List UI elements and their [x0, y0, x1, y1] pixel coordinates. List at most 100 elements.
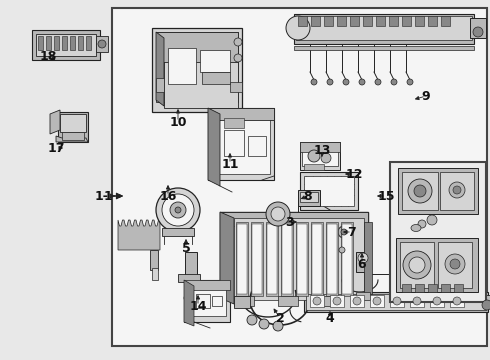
Bar	[350, 295, 364, 307]
Bar	[281, 222, 293, 296]
Bar	[185, 252, 197, 280]
Bar	[178, 274, 200, 282]
Circle shape	[418, 220, 426, 228]
Circle shape	[482, 300, 490, 310]
Bar	[298, 16, 307, 26]
Bar	[267, 224, 277, 294]
Circle shape	[247, 315, 257, 325]
Bar	[234, 296, 254, 306]
Bar	[220, 212, 368, 298]
Bar	[311, 222, 323, 296]
Circle shape	[408, 179, 432, 203]
Bar	[224, 118, 244, 128]
Bar	[70, 36, 75, 50]
Bar	[168, 48, 196, 84]
Bar	[200, 50, 230, 72]
Bar	[390, 295, 404, 307]
Bar	[38, 36, 43, 50]
Bar	[312, 224, 322, 294]
Bar	[450, 295, 464, 307]
Bar	[310, 295, 324, 307]
Text: 9: 9	[422, 90, 430, 103]
Bar	[327, 224, 337, 294]
Circle shape	[409, 257, 425, 273]
Bar	[208, 108, 274, 180]
Bar	[282, 224, 292, 294]
Circle shape	[327, 79, 333, 85]
Bar	[304, 164, 324, 170]
Bar	[58, 112, 88, 142]
Polygon shape	[208, 108, 274, 120]
Text: 14: 14	[189, 300, 207, 312]
Circle shape	[162, 194, 194, 226]
Polygon shape	[220, 212, 368, 226]
Circle shape	[286, 16, 310, 40]
Bar	[297, 224, 307, 294]
Bar	[454, 284, 463, 292]
Text: 15: 15	[377, 189, 395, 202]
Polygon shape	[274, 218, 284, 228]
Bar	[212, 112, 270, 174]
Circle shape	[98, 40, 106, 48]
Bar	[62, 36, 67, 50]
Circle shape	[453, 186, 461, 194]
Bar	[224, 130, 244, 156]
Circle shape	[333, 297, 341, 305]
Bar	[415, 284, 424, 292]
Bar	[398, 168, 478, 214]
Text: 10: 10	[169, 116, 187, 129]
Circle shape	[175, 207, 181, 213]
Text: 12: 12	[345, 167, 363, 180]
Text: 7: 7	[347, 225, 356, 239]
Text: 11: 11	[221, 158, 239, 171]
Text: 3: 3	[286, 216, 294, 229]
Circle shape	[450, 259, 460, 269]
Bar	[306, 294, 486, 310]
Bar	[252, 224, 262, 294]
Bar	[402, 172, 438, 210]
Circle shape	[338, 226, 350, 238]
Bar	[470, 18, 486, 38]
Bar	[300, 192, 318, 202]
Bar	[112, 8, 487, 346]
Text: 16: 16	[159, 189, 177, 202]
Circle shape	[156, 188, 200, 232]
Text: 18: 18	[39, 50, 57, 63]
Bar	[188, 284, 226, 316]
Bar	[196, 294, 210, 308]
Circle shape	[271, 207, 285, 221]
Bar	[152, 268, 158, 280]
Bar	[296, 16, 472, 40]
Bar	[46, 36, 51, 50]
Text: 1: 1	[103, 189, 112, 202]
Bar	[441, 284, 450, 292]
Bar	[234, 218, 364, 300]
Bar	[356, 292, 370, 300]
Bar	[236, 222, 248, 296]
Bar	[237, 224, 247, 294]
Bar	[430, 295, 444, 307]
Bar	[322, 296, 342, 306]
Ellipse shape	[411, 225, 421, 231]
Bar	[294, 14, 474, 44]
Bar	[326, 222, 338, 296]
Polygon shape	[156, 32, 164, 106]
Bar	[300, 142, 340, 170]
Bar	[441, 16, 450, 26]
Bar	[428, 16, 437, 26]
Circle shape	[476, 274, 484, 282]
Circle shape	[414, 185, 426, 197]
Bar	[410, 295, 424, 307]
Bar	[294, 46, 474, 50]
Text: 5: 5	[182, 242, 191, 255]
Circle shape	[234, 54, 242, 62]
Bar	[278, 296, 298, 306]
Bar	[341, 222, 353, 296]
Circle shape	[343, 79, 349, 85]
Circle shape	[353, 297, 361, 305]
Bar	[156, 32, 238, 102]
Text: 1-: 1-	[94, 189, 108, 202]
Bar	[304, 292, 488, 312]
Bar	[311, 16, 320, 26]
Circle shape	[358, 253, 368, 263]
